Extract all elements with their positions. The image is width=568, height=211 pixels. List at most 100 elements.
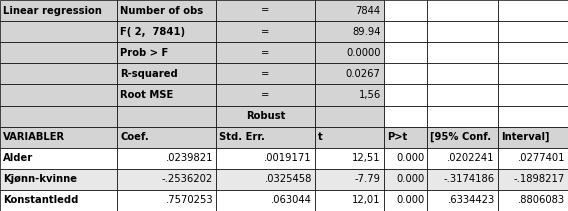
Bar xyxy=(427,63,498,84)
Bar xyxy=(117,106,216,127)
Bar xyxy=(315,84,384,106)
Bar xyxy=(0,63,117,84)
Bar xyxy=(384,21,427,42)
Bar xyxy=(498,106,568,127)
Text: -.3174186: -.3174186 xyxy=(444,174,495,184)
Bar xyxy=(498,169,568,190)
Text: Root MSE: Root MSE xyxy=(120,90,174,100)
Bar xyxy=(117,42,216,63)
Bar xyxy=(498,21,568,42)
Text: .7570253: .7570253 xyxy=(165,195,213,206)
Text: .8806083: .8806083 xyxy=(518,195,565,206)
Bar xyxy=(384,42,427,63)
Bar xyxy=(498,127,568,148)
Bar xyxy=(216,169,315,190)
Text: Kjønn-kvinne: Kjønn-kvinne xyxy=(3,174,77,184)
Bar xyxy=(427,127,498,148)
Bar xyxy=(117,148,216,169)
Bar xyxy=(216,106,315,127)
Bar xyxy=(216,0,315,21)
Bar xyxy=(216,84,315,106)
Bar xyxy=(427,84,498,106)
Bar xyxy=(0,190,117,211)
Text: Prob > F: Prob > F xyxy=(120,48,169,58)
Bar xyxy=(498,148,568,169)
Text: 89.94: 89.94 xyxy=(352,27,381,37)
Bar xyxy=(315,106,384,127)
Text: .0202241: .0202241 xyxy=(447,153,495,163)
Text: VARIABLER: VARIABLER xyxy=(3,132,65,142)
Bar xyxy=(315,0,384,21)
Bar xyxy=(498,42,568,63)
Text: R-squared: R-squared xyxy=(120,69,178,79)
Bar xyxy=(117,169,216,190)
Bar xyxy=(498,84,568,106)
Text: 1,56: 1,56 xyxy=(358,90,381,100)
Text: =: = xyxy=(261,69,270,79)
Bar xyxy=(384,169,427,190)
Text: 7844: 7844 xyxy=(356,5,381,16)
Bar xyxy=(216,190,315,211)
Text: 12,01: 12,01 xyxy=(352,195,381,206)
Bar xyxy=(0,42,117,63)
Text: -.2536202: -.2536202 xyxy=(162,174,213,184)
Bar xyxy=(384,106,427,127)
Bar xyxy=(384,84,427,106)
Bar xyxy=(427,169,498,190)
Bar xyxy=(0,84,117,106)
Bar xyxy=(315,42,384,63)
Bar xyxy=(216,42,315,63)
Bar xyxy=(117,63,216,84)
Bar xyxy=(384,63,427,84)
Bar xyxy=(117,190,216,211)
Text: 12,51: 12,51 xyxy=(352,153,381,163)
Text: =: = xyxy=(261,27,270,37)
Text: Robust: Robust xyxy=(246,111,285,121)
Text: Std. Err.: Std. Err. xyxy=(219,132,265,142)
Text: [95% Conf.: [95% Conf. xyxy=(430,132,491,142)
Bar xyxy=(315,148,384,169)
Text: Number of obs: Number of obs xyxy=(120,5,203,16)
Bar xyxy=(117,84,216,106)
Text: =: = xyxy=(261,5,270,16)
Text: 0.000: 0.000 xyxy=(396,174,424,184)
Bar xyxy=(216,21,315,42)
Bar xyxy=(0,169,117,190)
Text: .0325458: .0325458 xyxy=(265,174,312,184)
Text: .063044: .063044 xyxy=(271,195,312,206)
Bar xyxy=(384,127,427,148)
Bar xyxy=(384,0,427,21)
Text: .6334423: .6334423 xyxy=(448,195,495,206)
Text: Coef.: Coef. xyxy=(120,132,149,142)
Bar xyxy=(384,190,427,211)
Bar xyxy=(0,106,117,127)
Bar xyxy=(315,127,384,148)
Bar xyxy=(498,63,568,84)
Text: t: t xyxy=(318,132,323,142)
Bar xyxy=(117,0,216,21)
Bar xyxy=(427,148,498,169)
Text: Interval]: Interval] xyxy=(500,132,549,142)
Bar xyxy=(315,190,384,211)
Text: .0277401: .0277401 xyxy=(517,153,565,163)
Bar xyxy=(216,63,315,84)
Text: -.1898217: -.1898217 xyxy=(513,174,565,184)
Text: -7.79: -7.79 xyxy=(354,174,381,184)
Bar xyxy=(0,148,117,169)
Text: .0239821: .0239821 xyxy=(166,153,213,163)
Bar xyxy=(117,127,216,148)
Bar xyxy=(0,127,117,148)
Text: 0.000: 0.000 xyxy=(396,153,424,163)
Bar xyxy=(216,148,315,169)
Bar xyxy=(427,42,498,63)
Text: .0019171: .0019171 xyxy=(264,153,312,163)
Bar xyxy=(315,63,384,84)
Bar xyxy=(427,21,498,42)
Bar xyxy=(0,21,117,42)
Bar xyxy=(427,106,498,127)
Bar xyxy=(315,169,384,190)
Text: 0.000: 0.000 xyxy=(396,195,424,206)
Bar xyxy=(427,0,498,21)
Text: 0.0267: 0.0267 xyxy=(346,69,381,79)
Bar xyxy=(498,0,568,21)
